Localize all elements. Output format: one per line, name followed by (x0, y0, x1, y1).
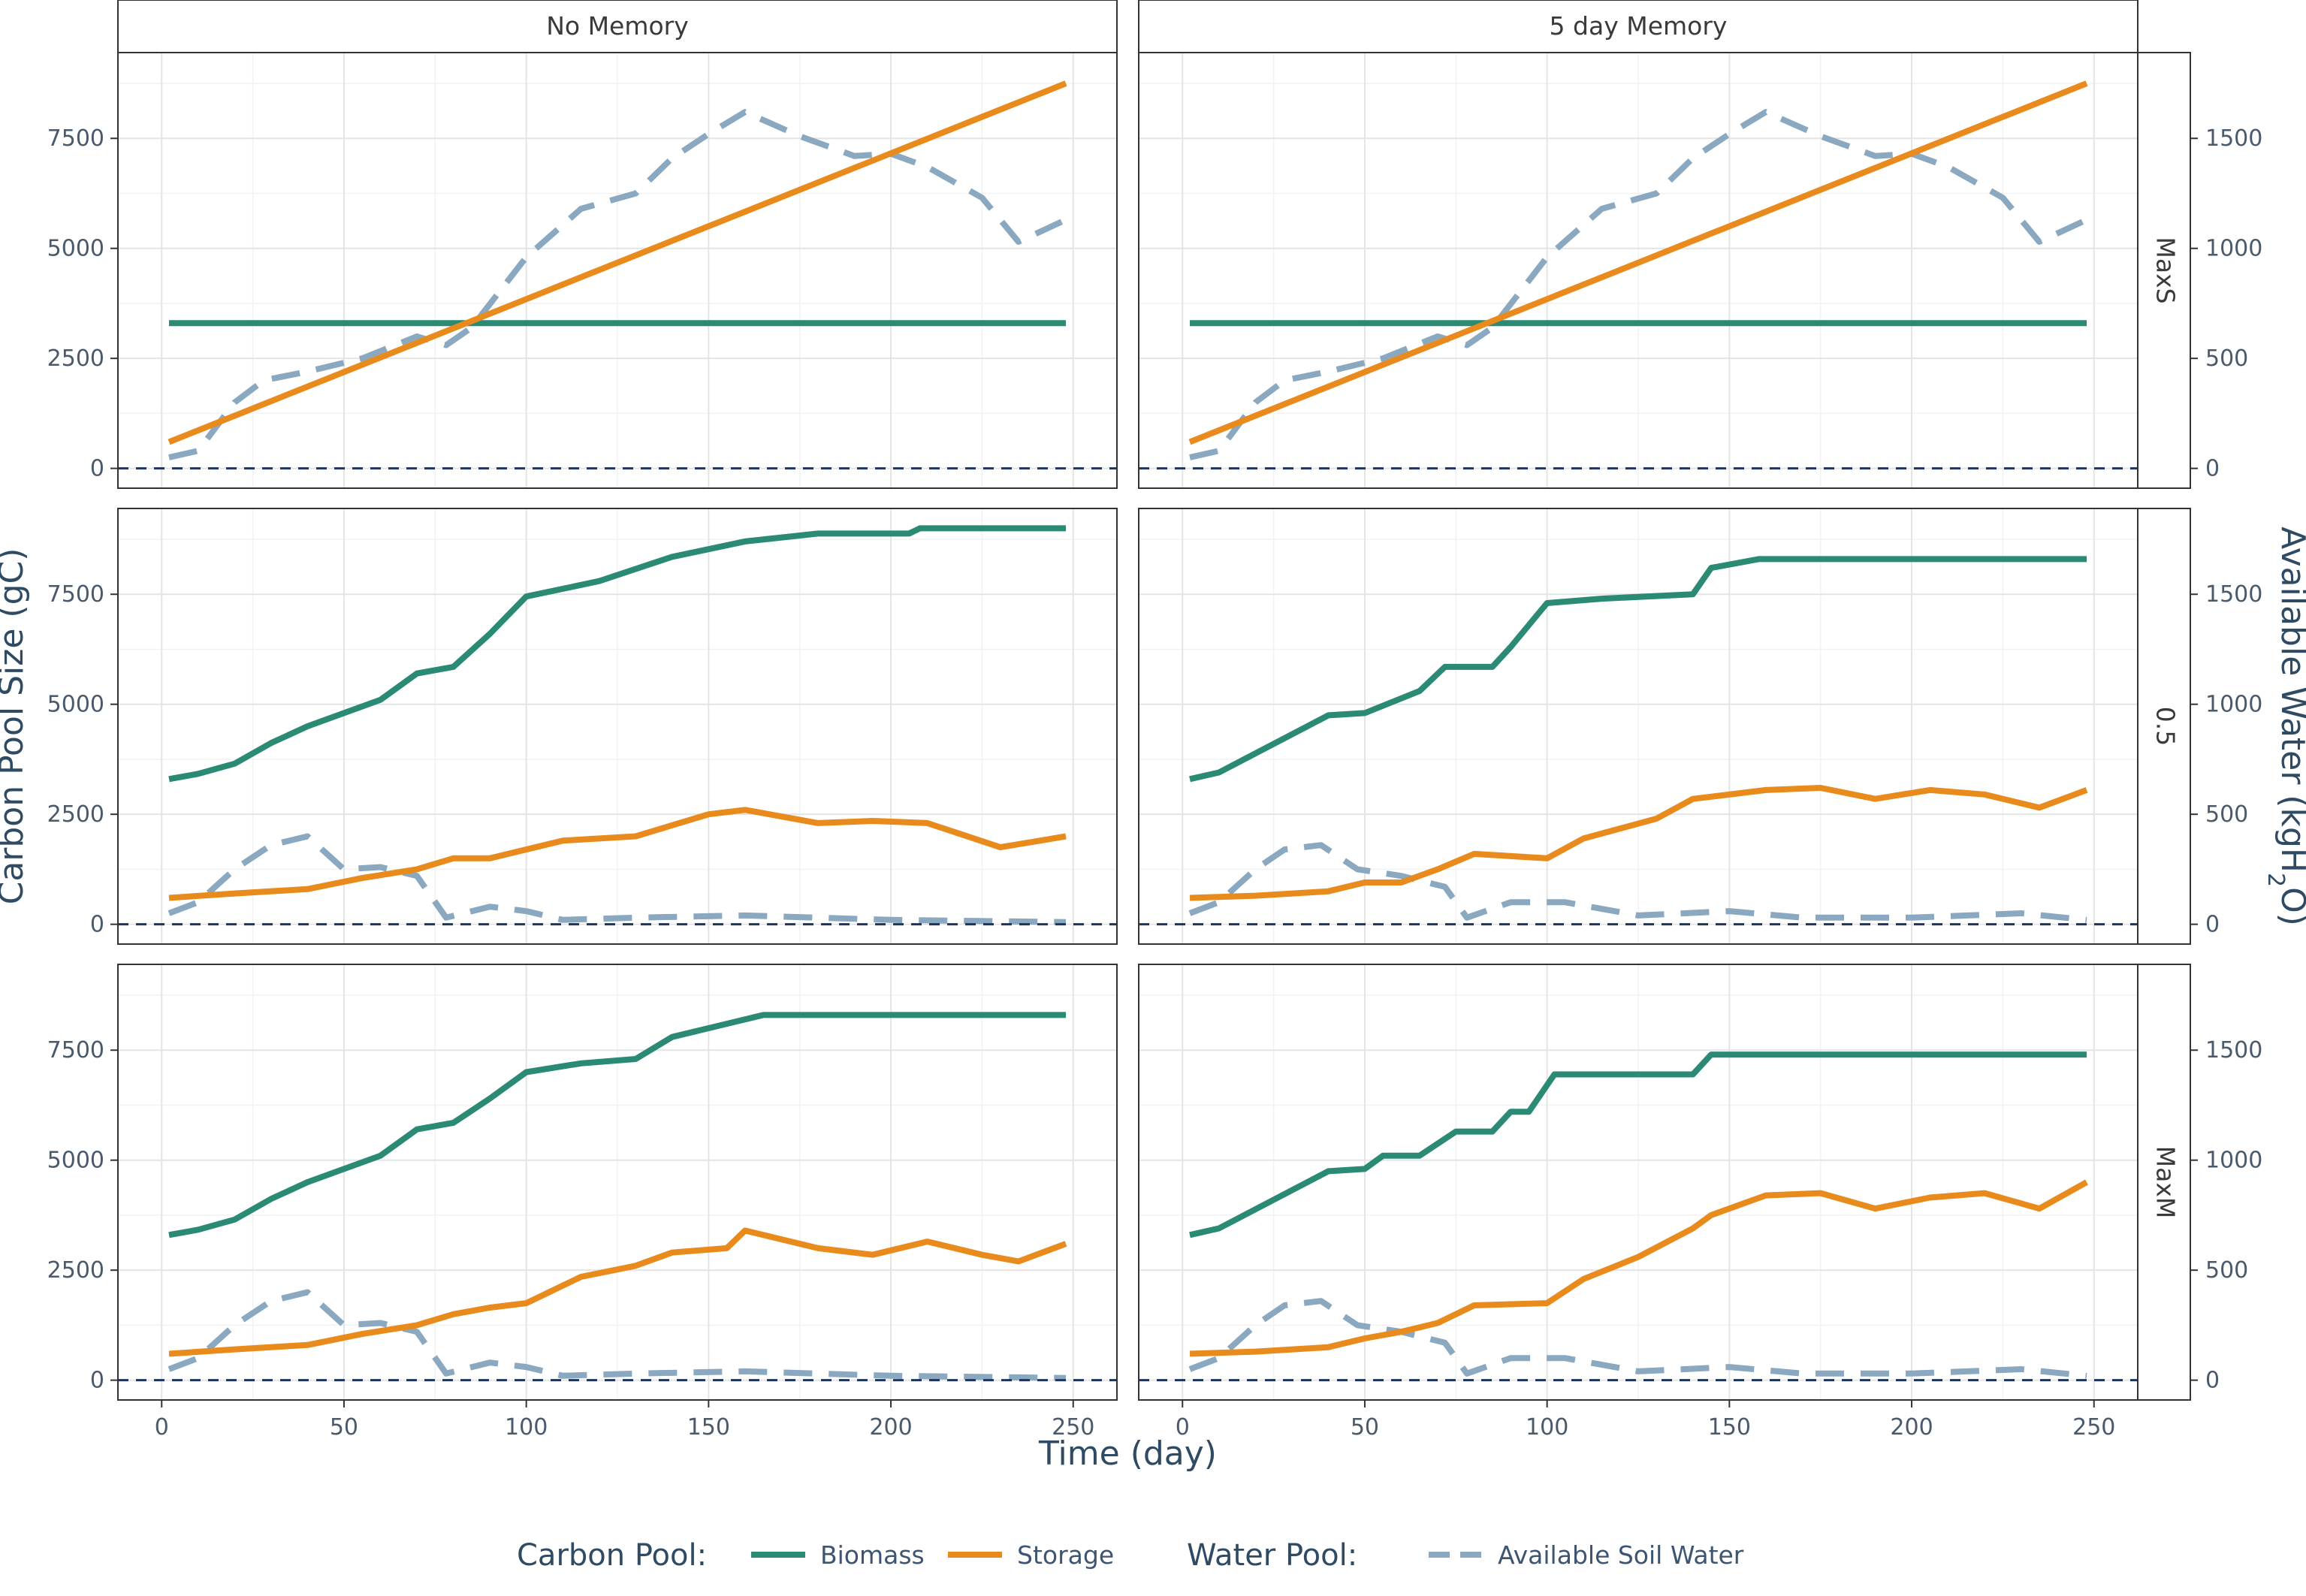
x-tick-label: 0 (1176, 1414, 1190, 1441)
row-strip-label: 0.5 (2151, 707, 2181, 746)
x-tick-label: 50 (330, 1414, 358, 1441)
y-left-tick-label: 5000 (47, 692, 104, 718)
y-right-tick-label: 1000 (2205, 1148, 2262, 1174)
panel (117, 964, 1118, 1401)
panel-border (117, 508, 1118, 945)
biomass-series-line (1189, 556, 2087, 783)
water-series-line (1188, 1298, 2087, 1379)
storage-series-line (168, 80, 1067, 445)
column-strip-label: 5 day Memory (1550, 11, 1728, 41)
y-right-tick-label: 1000 (2205, 692, 2262, 718)
y-right-tick-label: 1500 (2205, 581, 2262, 608)
row-strip-label: MaxM (2151, 1146, 2181, 1219)
x-tick-label: 200 (869, 1414, 912, 1441)
y-right-tick-label: 0 (2205, 456, 2220, 482)
y-left-tick-label: 2500 (47, 1257, 104, 1284)
column-strip (1138, 0, 2138, 53)
y-right-axis-title: Available Water (kgH2O) (2263, 526, 2306, 926)
panel (1138, 508, 2138, 945)
x-tick-label: 250 (2072, 1414, 2115, 1441)
water-series-line (1188, 842, 2087, 923)
biomass-series-line (168, 525, 1066, 783)
panel (117, 52, 1118, 489)
y-left-tick-label: 7500 (47, 125, 104, 152)
y-left-tick-label: 5000 (47, 236, 104, 262)
panel-border (1138, 964, 2138, 1401)
column-strip-label: No Memory (546, 11, 689, 41)
storage-series-line (168, 1227, 1067, 1357)
y-right-tick-label: 500 (2205, 1257, 2248, 1284)
y-right-tick-label: 500 (2205, 345, 2248, 372)
water-series-line (168, 1289, 1067, 1381)
y-right-tick-label: 1000 (2205, 236, 2262, 262)
x-axis-title: Time (day) (1038, 1435, 1217, 1473)
y-right-tick-label: 1500 (2205, 1037, 2262, 1063)
x-tick-label: 150 (687, 1414, 730, 1441)
storage-series-line (1188, 80, 2088, 445)
legend: Carbon Pool: Biomass Storage Available Soil… (517, 1538, 1744, 1573)
y-left-tick-label: 0 (90, 456, 104, 482)
column-strip (117, 0, 1118, 53)
panel-border (1138, 52, 2138, 489)
legend-title-carbon: Carbon Pool: (517, 1538, 707, 1573)
water-series-line (1189, 109, 2088, 460)
x-tick-label: 100 (505, 1414, 548, 1441)
storage-series-line (1189, 785, 2088, 901)
x-tick-label: 150 (1708, 1414, 1751, 1441)
x-tick-label: 100 (1526, 1414, 1568, 1441)
legend-label: Storage (1017, 1540, 1114, 1570)
legend-label: Biomass (820, 1540, 925, 1570)
panel-border (117, 52, 1118, 489)
y-left-tick-label: 2500 (47, 801, 104, 828)
x-tick-label: 250 (1052, 1414, 1094, 1441)
row-strip (2137, 508, 2191, 945)
x-tick-label: 200 (1890, 1414, 1933, 1441)
y-left-tick-label: 0 (90, 1368, 104, 1394)
biomass-series-line (1189, 1051, 2087, 1238)
panel (117, 508, 1118, 945)
storage-series-line (168, 807, 1067, 901)
row-strip-label: MaxS (2151, 237, 2181, 303)
panel (1138, 964, 2138, 1401)
y-right-tick-label: 0 (2205, 912, 2220, 938)
y-left-tick-label: 7500 (47, 1037, 104, 1063)
y-left-tick-label: 2500 (47, 345, 104, 372)
y-right-tick-label: 0 (2205, 1368, 2220, 1394)
panel (1138, 52, 2138, 489)
y-left-axis-title: Carbon Pool Size (gC) (0, 548, 31, 905)
x-tick-label: 50 (1351, 1414, 1379, 1441)
panel-border (117, 964, 1118, 1401)
water-series-line (168, 109, 1067, 460)
panel-border (1138, 508, 2138, 945)
y-right-tick-label: 500 (2205, 801, 2248, 828)
legend-title-water: Water Pool: (1187, 1538, 1357, 1573)
y-left-tick-label: 5000 (47, 1148, 104, 1174)
legend-label: Available Soil Water (1498, 1540, 1744, 1570)
storage-series-line (1189, 1179, 2088, 1357)
y-left-tick-label: 0 (90, 912, 104, 938)
biomass-series-line (168, 1012, 1066, 1238)
water-series-line (168, 833, 1067, 925)
row-strip (2137, 964, 2191, 1401)
x-tick-label: 0 (155, 1414, 169, 1441)
y-left-tick-label: 7500 (47, 581, 104, 608)
y-right-tick-label: 1500 (2205, 125, 2262, 152)
